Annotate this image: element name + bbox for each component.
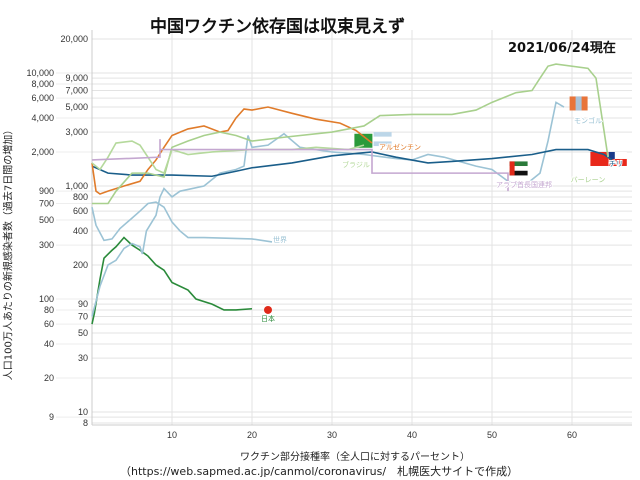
y-tick-label: 4,000	[31, 113, 54, 123]
uae-flag-icon	[509, 170, 528, 176]
source-note: （https://web.sapmed.ac.jp/canmol/coronav…	[120, 465, 519, 478]
series-line-世界	[91, 201, 273, 243]
series-label: アラブ首長国連邦	[496, 180, 552, 189]
series-label: チリ	[609, 160, 623, 168]
uae-flag-icon	[509, 166, 528, 171]
y-tick-label: 800	[73, 192, 88, 202]
y-tick-label: 700	[39, 199, 54, 209]
y-tick-label: 40	[44, 339, 54, 349]
y-tick-label: 70	[78, 312, 88, 322]
series-label: バーレーン	[571, 176, 606, 184]
mongolia-flag-icon	[575, 96, 582, 111]
chile-flag-icon	[608, 151, 615, 159]
y-tick-label: 90	[78, 299, 88, 309]
y-tick-label: 9	[49, 412, 54, 422]
chile-flag-icon	[608, 151, 627, 159]
y-tick-label: 200	[73, 260, 88, 270]
uae-flag-icon	[509, 161, 515, 176]
y-tick-label: 6,000	[31, 93, 54, 103]
date-label: 2021/06/24現在	[508, 41, 616, 56]
y-tick-label: 9,000	[65, 73, 88, 83]
x-tick-label: 20	[247, 430, 257, 440]
y-tick-label: 80	[44, 305, 54, 315]
chile-flag-icon	[608, 158, 627, 166]
x-tick-label: 30	[327, 430, 337, 440]
argentina-flag-icon	[373, 141, 392, 147]
series-label: モンゴル	[574, 116, 602, 125]
y-tick-label: 5,000	[65, 102, 88, 112]
chart-title: 中国ワクチン依存国は収束見えず	[150, 17, 405, 37]
series-label: ブラジル	[342, 160, 370, 169]
y-tick-label: 10	[78, 407, 88, 417]
y-tick-label: 30	[78, 353, 88, 363]
series-line-バーレーン	[92, 63, 609, 205]
y-tick-label: 50	[78, 328, 88, 338]
y-tick-label: 10,000	[26, 68, 54, 78]
y-tick-label: 60	[44, 319, 54, 329]
y-tick-label: 20	[44, 373, 54, 383]
series-label: 世界	[273, 235, 287, 244]
y-tick-label: 300	[39, 240, 54, 250]
bahrain-flag-icon	[590, 151, 609, 166]
x-tick-label: 10	[167, 430, 177, 440]
brazil-flag-icon	[354, 133, 373, 148]
y-axis-label: 人口100万人あたりの新規感染者数（過去7日間の増加）	[3, 124, 15, 381]
uae-flag-icon	[509, 161, 528, 167]
argentina-flag-icon	[373, 136, 392, 142]
series-line-モンゴル	[91, 101, 565, 317]
x-tick-label: 60	[567, 430, 577, 440]
series-line-アラブ首長国連邦	[91, 139, 509, 192]
japan-dot	[264, 305, 272, 314]
y-tick-label: 100	[39, 294, 54, 304]
y-tick-label: 900	[39, 186, 54, 196]
y-tick-label: 3,000	[65, 127, 88, 137]
y-tick-label: 8	[83, 418, 88, 428]
y-tick-label: 1,000	[65, 181, 88, 191]
series-line-日本	[91, 236, 253, 325]
y-tick-label: 2,000	[31, 147, 54, 157]
series-label: 日本	[261, 314, 275, 323]
x-tick-label: 50	[487, 430, 497, 440]
series-line-ブラジル	[91, 140, 365, 175]
series-label: アルゼンチン	[379, 143, 421, 152]
x-tick-label: 40	[407, 430, 417, 440]
argentina-flag-icon	[373, 132, 392, 137]
y-tick-label: 20,000	[60, 34, 88, 44]
y-tick-label: 8,000	[31, 79, 54, 89]
y-tick-label: 500	[39, 215, 54, 225]
x-axis-label: ワクチン部分接種率（全人口に対するパーセント）	[240, 452, 470, 463]
y-tick-label: 400	[73, 226, 88, 236]
y-tick-label: 7,000	[65, 86, 88, 96]
y-tick-label: 600	[73, 206, 88, 216]
